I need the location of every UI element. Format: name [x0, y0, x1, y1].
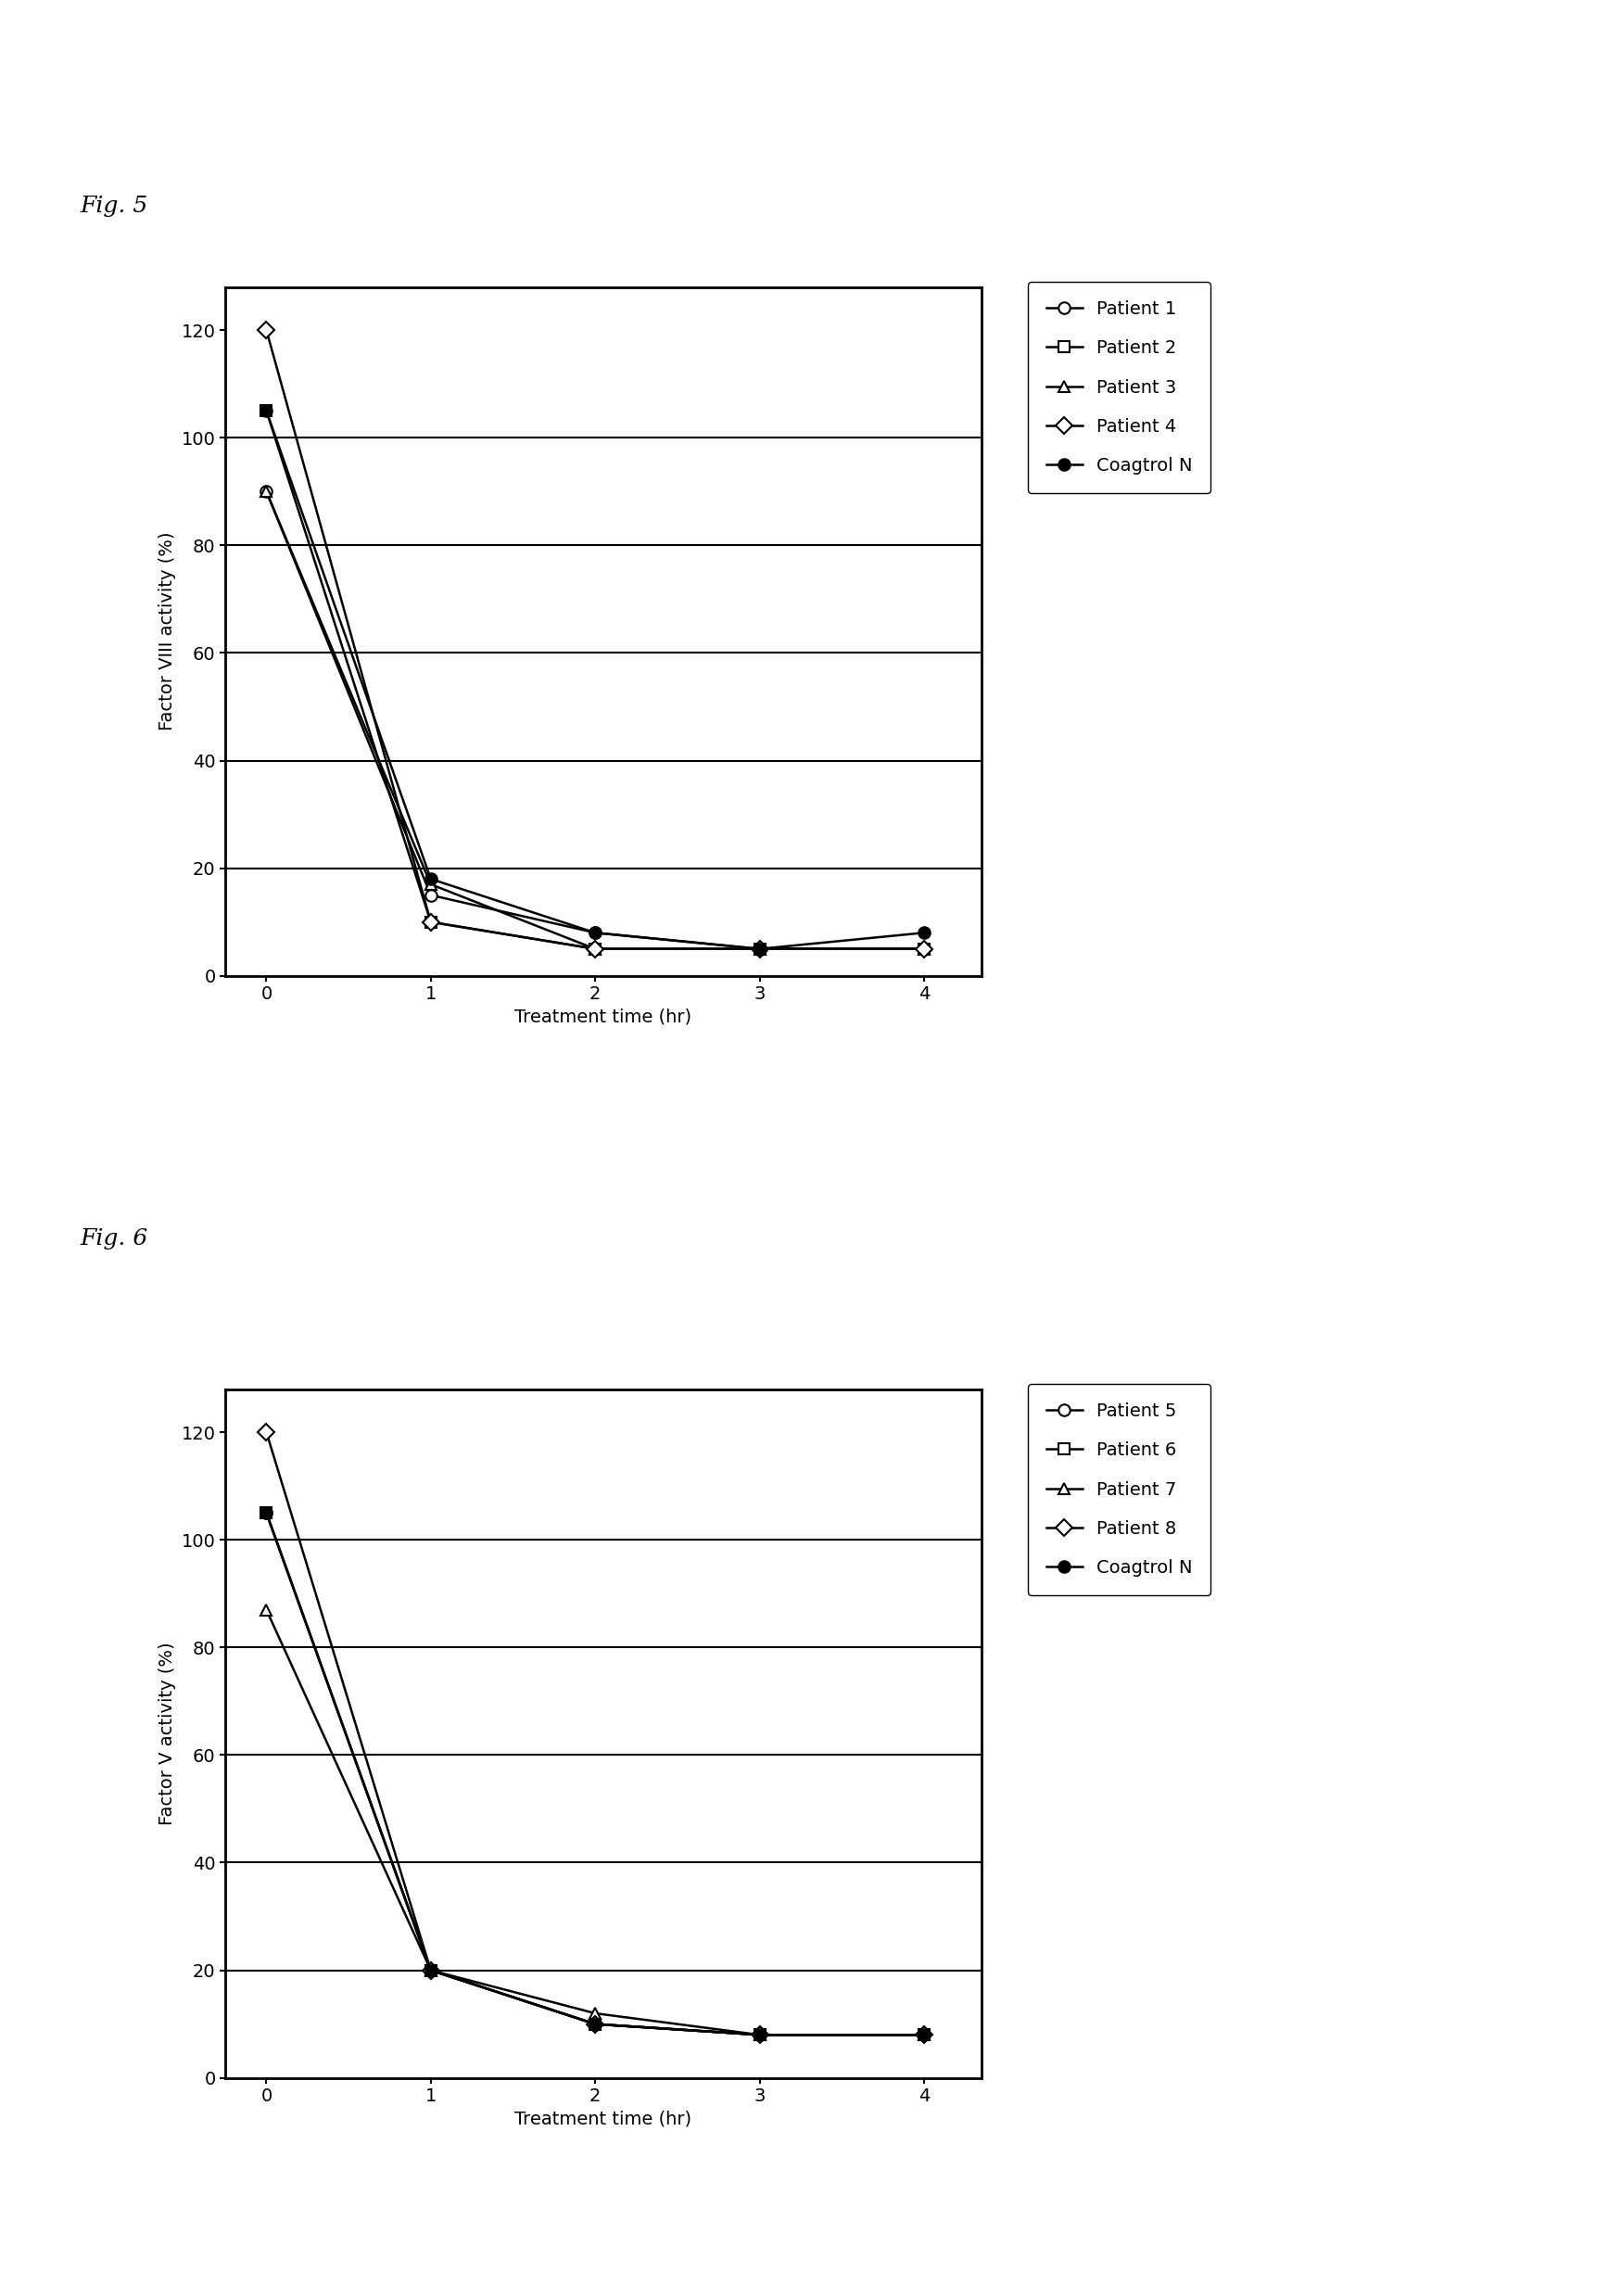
Y-axis label: Factor V activity (%): Factor V activity (%): [159, 1642, 175, 1825]
Text: Fig. 6: Fig. 6: [80, 1228, 148, 1249]
Y-axis label: Factor VIII activity (%): Factor VIII activity (%): [159, 533, 175, 730]
Legend: Patient 5, Patient 6, Patient 7, Patient 8, Coagtrol N: Patient 5, Patient 6, Patient 7, Patient…: [1028, 1384, 1210, 1596]
Text: Fig. 5: Fig. 5: [80, 195, 148, 216]
X-axis label: Treatment time (hr): Treatment time (hr): [515, 1008, 692, 1026]
X-axis label: Treatment time (hr): Treatment time (hr): [515, 2110, 692, 2128]
Legend: Patient 1, Patient 2, Patient 3, Patient 4, Coagtrol N: Patient 1, Patient 2, Patient 3, Patient…: [1028, 282, 1210, 494]
